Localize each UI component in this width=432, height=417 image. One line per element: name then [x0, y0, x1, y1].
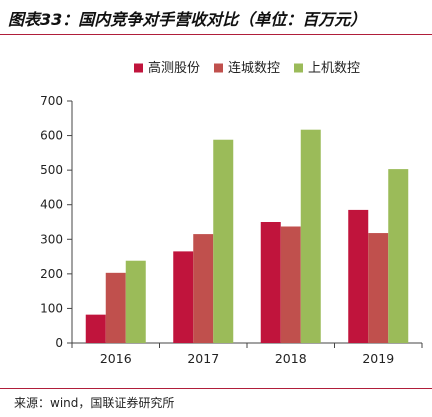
- y-tick-label: 600: [40, 129, 63, 143]
- bar: [105, 272, 126, 343]
- bar: [260, 222, 281, 343]
- bottom-divider: [0, 388, 432, 389]
- source-note: 来源：wind，国联证券研究所: [14, 396, 175, 410]
- x-tick-label: 2019: [362, 351, 394, 366]
- chart-title: 图表33：国内竞争对手营收对比（单位：百万元）: [8, 10, 367, 29]
- bar: [348, 209, 369, 343]
- bar: [300, 129, 321, 343]
- bar: [280, 226, 301, 343]
- axes: 0 100 200 300 400 500 600 700 2016 2017 2018 2019: [40, 94, 423, 366]
- y-tick-label: 100: [40, 301, 63, 315]
- y-tick-label: 500: [40, 163, 63, 177]
- legend-label: 上机数控: [308, 61, 360, 76]
- x-tick-label: 2016: [100, 351, 132, 366]
- legend-swatch: [294, 63, 303, 73]
- bar: [193, 234, 214, 343]
- bar: [388, 169, 409, 343]
- top-divider: [0, 34, 432, 35]
- bar: [173, 251, 194, 343]
- bar: [213, 139, 234, 343]
- bars: [85, 129, 409, 343]
- legend: 高测股份 连城数控 上机数控: [134, 60, 360, 76]
- legend-swatch: [134, 63, 143, 73]
- x-tick-label: 2017: [187, 351, 219, 366]
- bar: [368, 233, 389, 343]
- y-tick-label: 400: [40, 198, 63, 212]
- legend-label: 高测股份: [148, 60, 200, 76]
- x-tick-label: 2018: [275, 351, 307, 366]
- bar: [85, 314, 106, 343]
- y-tick-label: 200: [40, 267, 63, 281]
- y-tick-label: 700: [40, 94, 63, 108]
- legend-label: 连城数控: [228, 60, 280, 76]
- y-tick-label: 300: [40, 232, 63, 246]
- legend-swatch: [214, 63, 223, 73]
- bar: [125, 260, 146, 343]
- y-tick-label: 0: [55, 336, 63, 350]
